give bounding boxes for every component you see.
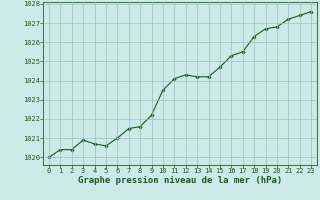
- X-axis label: Graphe pression niveau de la mer (hPa): Graphe pression niveau de la mer (hPa): [78, 176, 282, 185]
